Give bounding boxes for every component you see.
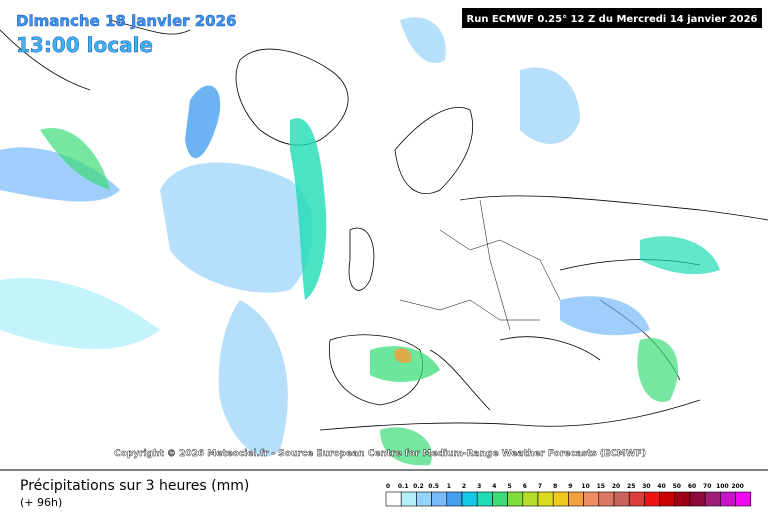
forecast-time: 13:00 locale <box>16 33 153 57</box>
legend-label: 25 <box>627 483 635 490</box>
legend-label: 200 <box>731 483 744 490</box>
legend-swatch <box>613 491 630 507</box>
legend-swatch <box>431 491 448 507</box>
legend-swatch <box>385 491 402 507</box>
legend-label: 30 <box>642 483 650 490</box>
legend-label: 7 <box>538 483 542 490</box>
legend-swatch <box>644 491 660 507</box>
legend-swatch <box>522 491 539 507</box>
legend-label: 2 <box>462 483 466 490</box>
legend-swatch <box>598 491 615 507</box>
legend-swatch <box>446 491 463 507</box>
legend-swatch <box>492 491 508 507</box>
legend-label: 0.5 <box>428 483 439 490</box>
legend-label: 0.2 <box>413 483 424 490</box>
copyright: Copyright © 2026 Meteociel.fr - Source E… <box>114 449 646 459</box>
borders <box>399 199 561 331</box>
legend-swatch <box>461 491 478 507</box>
legend-swatch <box>476 491 493 507</box>
color-legend: 0 0.1 0.2 0.5 1 2 3 4 5 6 7 8 9 10 15 20 25 30 40 50 60 70 100… <box>385 483 752 507</box>
precipitation-areas <box>0 17 720 466</box>
forecast-lead: (+ 96h) <box>20 496 62 509</box>
footer-title: Précipitations sur 3 heures (mm) <box>20 478 249 494</box>
legend-label: 40 <box>657 483 665 490</box>
coastlines <box>0 19 768 431</box>
legend-label: 70 <box>703 483 711 490</box>
legend-swatch <box>507 491 524 507</box>
forecast-date: Dimanche 18 janvier 2026 <box>16 12 237 30</box>
legend-label: 3 <box>477 483 481 490</box>
legend-swatch <box>552 491 569 507</box>
legend-swatch <box>568 491 584 507</box>
legend-swatch <box>628 491 645 507</box>
legend-swatch <box>416 491 432 507</box>
legend-label: 10 <box>581 483 589 490</box>
legend-label: 60 <box>688 483 696 490</box>
legend-swatch <box>704 491 721 507</box>
legend-swatch <box>583 491 600 507</box>
legend-label: 9 <box>568 483 572 490</box>
legend-swatch <box>720 491 736 507</box>
legend-label: 50 <box>673 483 681 490</box>
legend-swatch <box>537 491 554 507</box>
legend-swatch <box>674 491 691 507</box>
legend-label: 20 <box>612 483 620 490</box>
legend-label: 0 <box>386 483 390 490</box>
legend-swatch <box>735 491 752 507</box>
run-banner <box>462 8 762 28</box>
legend-swatch <box>659 491 676 507</box>
legend-label: 8 <box>553 483 557 490</box>
legend-label: 100 <box>716 483 729 490</box>
legend-label: 4 <box>492 483 496 490</box>
legend-label: 1 <box>447 483 451 490</box>
map-background <box>0 0 768 470</box>
legend-swatch <box>400 491 417 507</box>
run-info: Run ECMWF 0.25° 12 Z du Mercredi 14 janv… <box>467 14 758 25</box>
legend-label: 6 <box>523 483 527 490</box>
legend-label: 0.1 <box>398 483 409 490</box>
legend-label: 5 <box>508 483 512 490</box>
legend-label: 15 <box>597 483 605 490</box>
legend-swatch <box>689 491 706 507</box>
